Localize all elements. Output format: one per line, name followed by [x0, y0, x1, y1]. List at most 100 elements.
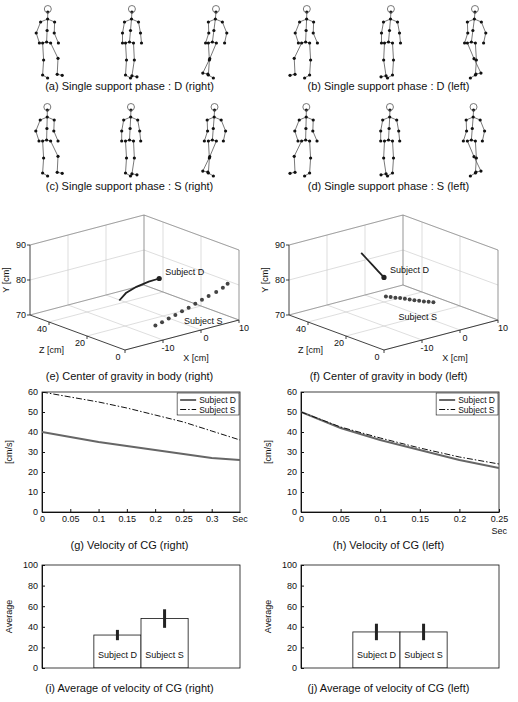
grid-line — [289, 215, 403, 245]
bone — [306, 19, 308, 31]
bone — [126, 60, 127, 75]
joint — [45, 127, 48, 130]
bone — [310, 141, 311, 158]
tick-mark — [155, 509, 156, 512]
joint — [49, 139, 52, 142]
tick-mark — [499, 509, 500, 512]
joint — [207, 41, 210, 44]
joint — [388, 29, 391, 32]
stick-figure — [34, 104, 64, 178]
tick-mark — [212, 509, 213, 512]
joint — [297, 41, 300, 44]
grid-line — [289, 250, 403, 280]
joint — [466, 139, 469, 142]
point — [393, 296, 397, 300]
plot-area — [301, 412, 499, 468]
panel: 020406080100Subject DSubject SAverage(i)… — [4, 560, 240, 694]
tick-mark — [308, 322, 309, 325]
joint — [466, 31, 469, 34]
joint — [42, 58, 45, 61]
bone — [212, 31, 214, 43]
stick-figure — [463, 6, 487, 80]
panel: 00.050.10.150.20.250.30102030405060SecSu… — [4, 387, 248, 551]
joint — [303, 174, 306, 177]
joint — [388, 127, 391, 130]
point — [153, 323, 157, 327]
stick-figure — [120, 104, 142, 178]
axis-line — [403, 215, 498, 250]
joint — [215, 41, 218, 44]
joint — [472, 115, 475, 118]
tick: 100 — [282, 560, 304, 570]
joint — [300, 41, 303, 44]
tick-label: 0.2 — [454, 514, 467, 524]
tick-mark — [127, 509, 128, 512]
joint — [129, 127, 132, 130]
axis-title: Sec — [491, 526, 507, 536]
joint — [120, 139, 123, 142]
grid-line — [30, 250, 144, 280]
tick-label: 0.2 — [149, 514, 162, 524]
tick-label: 70 — [275, 310, 285, 320]
point — [173, 313, 177, 317]
joint — [45, 138, 48, 141]
joint — [42, 156, 45, 159]
joint — [294, 31, 297, 34]
joint — [128, 138, 131, 141]
axis-line — [144, 215, 239, 250]
bone — [46, 129, 47, 141]
tick-label: 40 — [37, 324, 47, 334]
joint — [206, 72, 209, 75]
bone — [51, 43, 58, 58]
joint — [132, 139, 135, 142]
joint — [46, 115, 49, 118]
joint — [56, 73, 59, 76]
joint — [398, 139, 401, 142]
tick-label: 100 — [23, 560, 38, 570]
tick: 0.05 — [62, 509, 80, 524]
tick-mark — [42, 412, 45, 413]
tick-mark — [286, 280, 289, 281]
tick-mark — [301, 627, 304, 628]
legend-box — [177, 393, 239, 415]
bone — [123, 22, 125, 33]
tick: 0 — [292, 663, 304, 673]
joint — [298, 20, 301, 23]
tick-label: 60 — [287, 387, 297, 397]
bone — [384, 158, 386, 174]
tick-label: 0 — [203, 333, 208, 343]
plot-area — [42, 392, 240, 460]
bone — [46, 117, 47, 129]
joint — [139, 139, 142, 142]
tick: 0.1 — [93, 509, 106, 524]
joint — [472, 57, 475, 60]
joint — [379, 139, 382, 142]
axis-line — [144, 285, 239, 320]
caption: (b) Single support phase : D (left) — [307, 80, 469, 92]
joint — [212, 127, 215, 130]
joint — [473, 17, 476, 20]
joint — [392, 156, 395, 159]
bone — [473, 19, 475, 31]
axis-line — [42, 566, 43, 669]
joint — [207, 139, 210, 142]
tick: 20 — [28, 467, 45, 477]
head — [212, 6, 219, 13]
tick-mark — [183, 509, 184, 512]
tick-label: 20 — [334, 338, 344, 348]
joint — [316, 41, 319, 44]
tick: 60 — [287, 602, 304, 612]
joint — [379, 173, 382, 176]
joint — [220, 118, 223, 121]
legend-swatch — [439, 399, 455, 401]
bone — [305, 31, 307, 43]
joint — [203, 139, 206, 142]
bone — [393, 43, 394, 60]
grid-line — [403, 215, 498, 250]
stick-figure — [288, 104, 318, 178]
bone — [132, 60, 134, 76]
tick-mark — [42, 512, 45, 513]
legend-swatch — [439, 409, 455, 410]
head — [303, 6, 310, 13]
tick-mark — [301, 512, 304, 513]
